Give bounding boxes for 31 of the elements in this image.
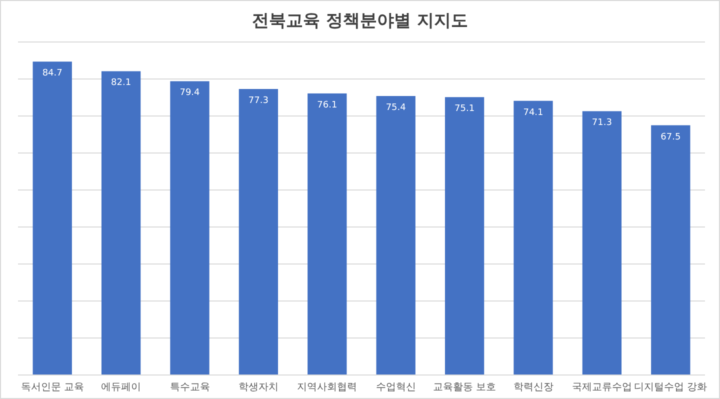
data-label: 82.1 [111,78,132,88]
data-label: 84.7 [42,68,62,79]
x-tick-label: 독서인문 교육 [20,382,84,393]
data-label: 77.3 [248,96,268,106]
bar [514,100,553,375]
bar [308,93,347,375]
data-label: 76.1 [317,100,338,110]
bar [32,62,72,375]
x-tick-label: 특수교육 [170,382,210,393]
data-label: 79.4 [180,88,200,98]
x-tick-label: 학생자치 [238,382,278,393]
x-tick-label: 교육활동 보호 [432,382,496,393]
x-tick-label: 국제교류수업 [572,382,632,393]
data-label: 71.3 [592,118,612,128]
data-label: 74.1 [523,108,544,118]
bar [101,71,141,375]
x-tick-label: 디지털수업 강화 [634,382,708,393]
data-label: 75.1 [454,104,475,114]
chart-title: 전북교육 정책분야별 지지도 [252,11,468,31]
bar [376,96,416,375]
bar [238,88,278,375]
bar [651,125,690,375]
bar [444,97,484,375]
x-tick-label: 지역사회협력 [297,382,358,393]
x-tick-label: 학력신장 [513,382,554,393]
bar [170,81,210,375]
data-label: 75.4 [386,103,406,114]
x-tick-label: 수업혁신 [376,382,416,393]
x-tick-label: 에듀페이 [101,382,142,393]
data-label: 67.5 [660,132,681,142]
bar [582,111,622,375]
